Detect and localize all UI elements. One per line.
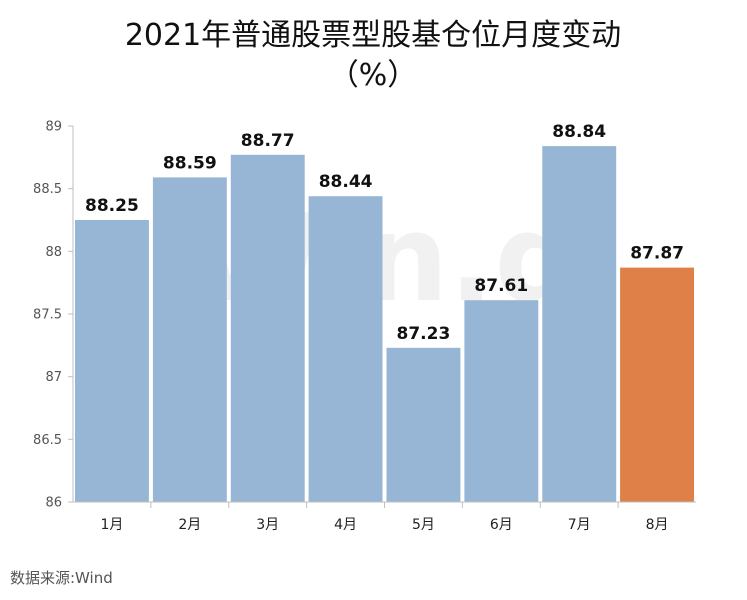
bar-2 <box>152 177 227 502</box>
data-label-4: 88.44 <box>319 172 373 192</box>
y-tick-label-4: 87.5 <box>33 308 62 323</box>
data-label-7: 88.84 <box>552 122 606 142</box>
bar-5 <box>386 347 461 502</box>
data-label-3: 88.77 <box>241 131 295 151</box>
y-axis-ticks: 86 86.5 87 87.5 88 88.5 89 <box>33 120 73 511</box>
chart-subtitle: （%） <box>329 58 418 93</box>
data-label-2: 88.59 <box>163 153 217 173</box>
x-tick-label-3: 3月 <box>256 517 279 533</box>
y-tick-label-3: 87 <box>45 370 62 385</box>
source-note: 数据来源:Wind <box>10 569 113 587</box>
chart-title: 2021年普通股票型股基仓位月度变动 <box>125 18 621 53</box>
bar-7 <box>542 146 617 502</box>
x-axis-ticks: 1月 2月 3月 4月 5月 6月 7月 8月 <box>100 502 669 533</box>
x-tick-label-6: 6月 <box>490 517 513 533</box>
y-tick-label-5: 88 <box>45 245 62 260</box>
x-tick-label-4: 4月 <box>334 517 357 533</box>
data-label-8: 87.87 <box>630 244 684 264</box>
x-tick-label-2: 2月 <box>178 517 201 533</box>
bar-1 <box>75 220 149 502</box>
data-label-1: 88.25 <box>85 196 139 216</box>
bar-4 <box>308 196 383 502</box>
x-tick-label-1: 1月 <box>100 517 123 533</box>
data-label-6: 87.61 <box>474 276 528 296</box>
data-label-5: 87.23 <box>397 324 451 344</box>
x-tick-label-7: 7月 <box>568 517 591 533</box>
y-tick-label-1: 86 <box>45 496 62 511</box>
bar-6 <box>464 300 539 502</box>
bar-8 <box>620 267 694 502</box>
y-tick-label-2: 86.5 <box>33 433 62 448</box>
y-tick-label-7: 89 <box>45 120 62 135</box>
data-labels-layer: 88.25 88.59 88.77 88.44 87.23 87.61 88.84 87.87 <box>85 122 684 344</box>
bar-3 <box>230 154 305 503</box>
bars-layer <box>75 146 694 503</box>
x-tick-label-5: 5月 <box>412 517 435 533</box>
y-tick-label-6: 88.5 <box>33 182 62 197</box>
x-tick-label-8: 8月 <box>646 517 669 533</box>
